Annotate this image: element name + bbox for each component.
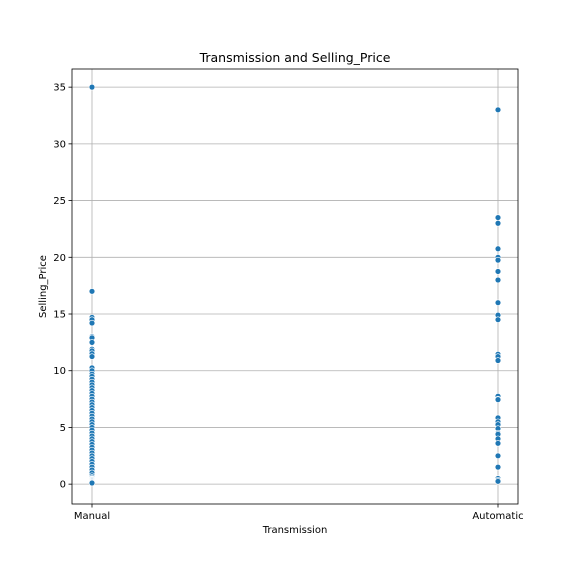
data-point — [494, 396, 502, 403]
data-point — [494, 106, 502, 114]
data-point — [88, 339, 96, 346]
data-point — [494, 299, 502, 306]
data-point — [494, 214, 502, 221]
data-point — [88, 353, 96, 360]
ticks-layer: 0 5 10 15 20 25 30 35 Manual Automatic — [53, 83, 523, 522]
data-point — [494, 452, 502, 459]
y-axis-label: Selling_Price — [38, 255, 49, 318]
chart-title: Transmission and Selling_Price — [199, 50, 391, 65]
data-point — [494, 220, 502, 227]
y-tick-label: 25 — [53, 196, 66, 207]
data-point — [494, 316, 502, 323]
data-point — [88, 83, 96, 91]
x-axis-label: Transmission — [262, 525, 328, 536]
y-tick-label: 0 — [60, 480, 66, 491]
y-tick-label: 35 — [53, 83, 66, 94]
y-tick-label: 20 — [53, 253, 66, 264]
data-point — [88, 319, 96, 327]
data-point — [88, 479, 96, 487]
data-point — [494, 276, 502, 284]
y-tick-label: 30 — [53, 139, 66, 150]
data-point — [494, 357, 502, 364]
data-point — [88, 288, 96, 295]
data-point — [494, 256, 502, 264]
data-point — [494, 463, 502, 471]
y-tick-label: 15 — [53, 310, 66, 321]
data-point — [494, 245, 502, 252]
x-tick-label: Automatic — [472, 511, 523, 522]
plot-frame — [71, 68, 519, 505]
data-point — [494, 268, 502, 275]
y-tick-label: 10 — [53, 366, 66, 377]
data-point — [494, 440, 502, 447]
data-point — [494, 478, 502, 485]
points-layer — [88, 83, 502, 487]
y-tick-label: 5 — [60, 423, 66, 434]
x-tick-label: Manual — [74, 511, 110, 522]
